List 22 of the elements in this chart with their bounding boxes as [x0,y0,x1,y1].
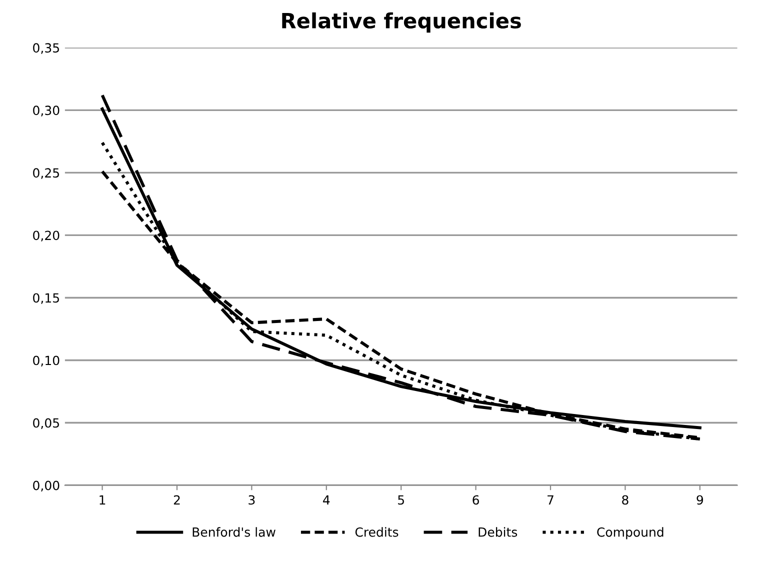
x-tick-label: 7 [548,495,554,504]
legend-label: Benford's law [192,527,276,537]
x-tick-label: 4 [323,495,330,504]
y-tick-label: 0,30 [33,106,60,116]
y-tick-label: 0,20 [33,230,60,242]
y-tick-label: 0,05 [33,418,59,429]
chart-title: Relative frequencies [282,12,521,33]
legend-label: Debits [478,527,518,537]
x-tick-label: 3 [248,495,255,505]
y-tick-label: 0,00 [33,480,60,492]
legend-label: Credits [355,527,398,537]
y-tick-label: 0,25 [33,168,59,179]
x-tick-label: 2 [174,495,180,504]
x-tick-label: 6 [472,495,479,505]
legend-label: Compound [597,527,664,540]
x-tick-label: 9 [696,495,704,505]
y-tick-label: 0,35 [33,43,59,54]
y-tick-label: 0,10 [33,356,60,366]
x-tick-label: 8 [622,495,628,505]
x-tick-label: 1 [100,495,106,504]
y-tick-label: 0,15 [33,293,59,304]
x-tick-label: 5 [398,495,404,505]
